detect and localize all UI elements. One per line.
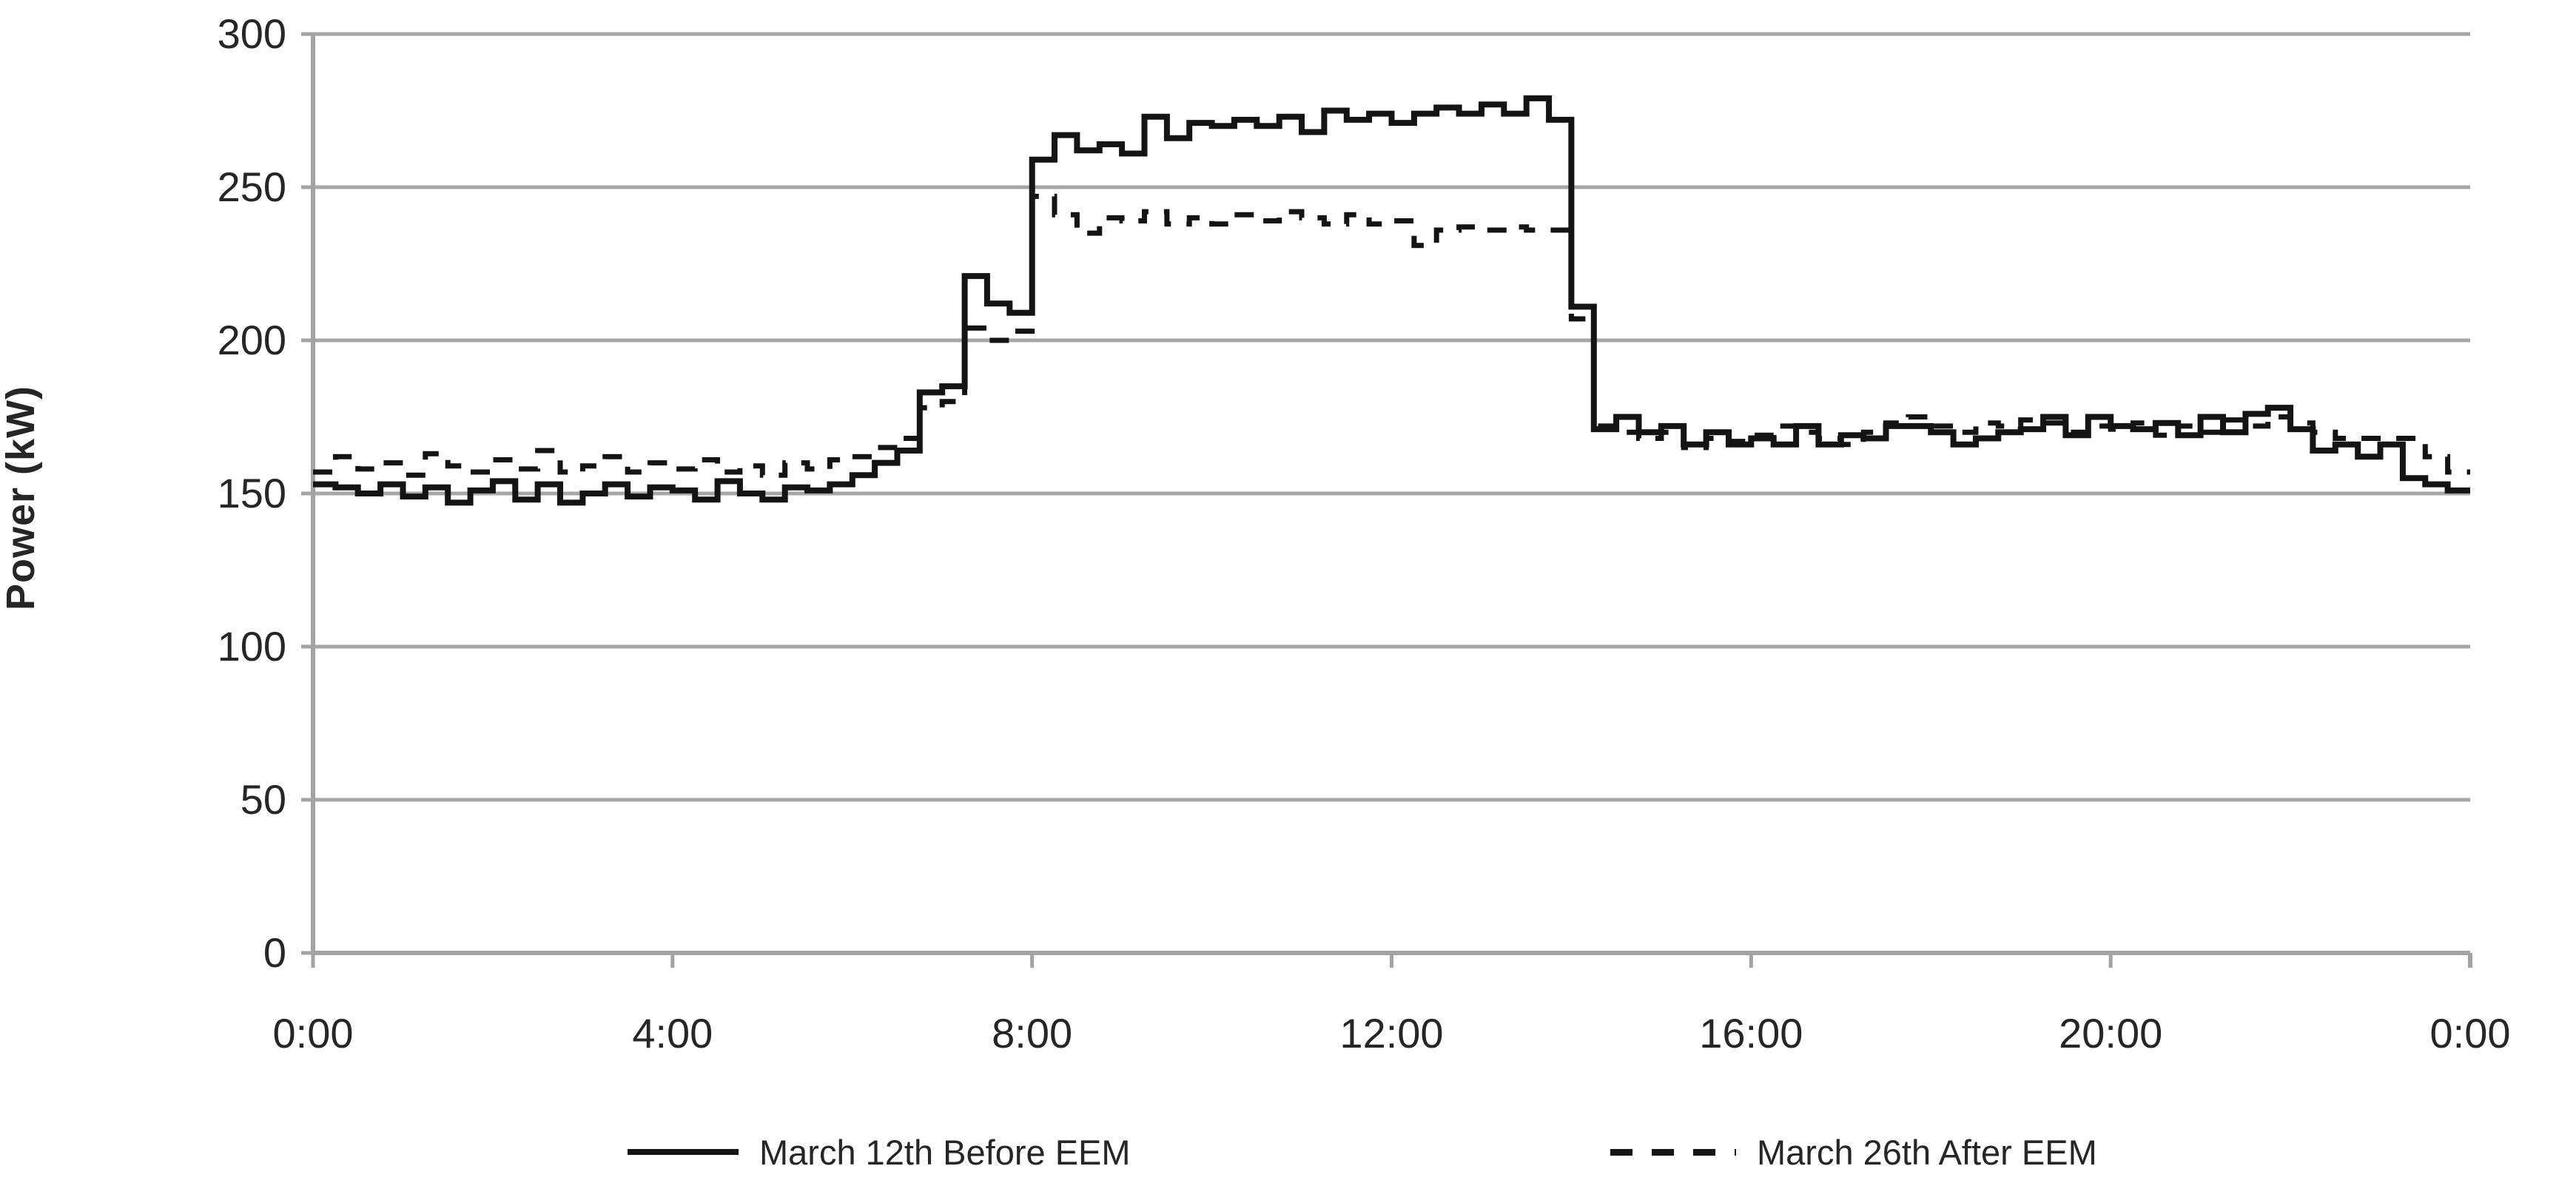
dashed-line-sample-icon [1610,1148,1736,1156]
y-tick-label: 200 [218,317,286,363]
solid-line-sample-icon [628,1149,739,1155]
x-tick-label: 16:00 [1699,1010,1803,1057]
y-tick-label: 300 [218,10,286,57]
y-tick-label: 100 [218,623,286,670]
y-axis-title: Power (kW) [0,385,43,611]
legend-label-before-eem: March 12th Before EEM [759,1132,1131,1172]
x-tick-label: 4:00 [632,1010,713,1057]
series-line-before-eem [313,95,2470,506]
x-tick-label: 0:00 [2430,1010,2511,1057]
legend-item-before-eem: March 12th Before EEM [628,1119,1131,1185]
y-tick-label: 0 [263,929,286,976]
y-tick-label: 50 [241,776,286,823]
legend-label-after-eem: March 26th After EEM [1757,1132,2097,1172]
y-tick-label: 250 [218,164,286,210]
x-tick-label: 20:00 [2059,1010,2162,1057]
x-tick-label: 0:00 [273,1010,354,1057]
legend-item-after-eem: March 26th After EEM [1610,1119,2097,1185]
series-line-after-eem [313,193,2470,478]
chart-legend: March 12th Before EEM March 26th After E… [0,1119,2576,1185]
x-tick-label: 8:00 [992,1010,1072,1057]
y-tick-label: 150 [218,470,286,516]
x-tick-label: 12:00 [1339,1010,1443,1057]
